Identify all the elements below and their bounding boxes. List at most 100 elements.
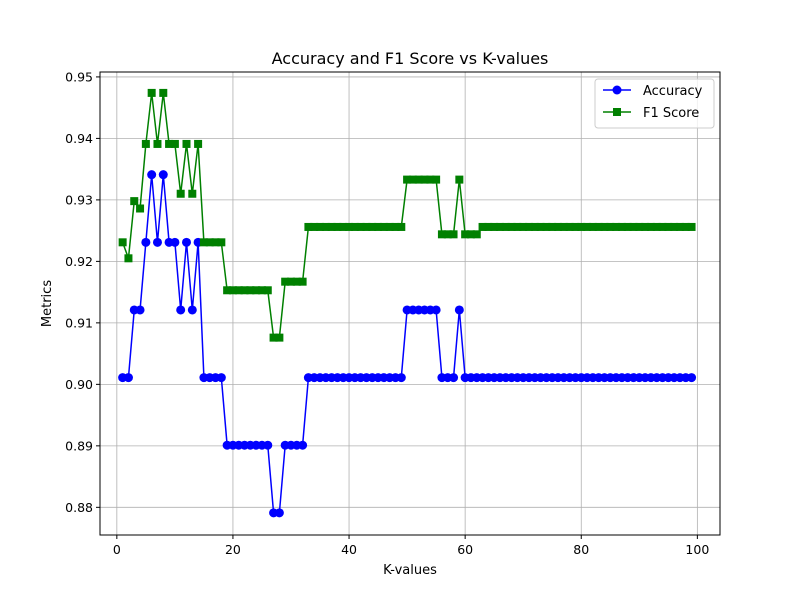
legend-accuracy-label: Accuracy (643, 84, 703, 99)
f1-score-point (234, 286, 243, 295)
f1-score-point (606, 222, 615, 231)
f1-score-point (327, 222, 336, 231)
f1-score-point (153, 139, 162, 148)
f1-score-point (159, 88, 168, 97)
x-axis-label: K-values (383, 563, 437, 578)
f1-score-point (176, 189, 185, 198)
f1-score-point (635, 222, 644, 231)
x-axis: 0 20 40 60 80 100 (113, 535, 709, 557)
f1-score-point (333, 222, 342, 231)
f1-score-point (368, 222, 377, 231)
f1-score-point (397, 222, 406, 231)
f1-score-point (362, 222, 371, 231)
f1-score-point (408, 175, 417, 184)
f1-score-point (217, 238, 226, 247)
accuracy-point (158, 170, 168, 180)
series-layer (118, 88, 697, 518)
f1-score-point (275, 333, 284, 342)
f1-score-point (286, 277, 295, 286)
x-tick-label: 60 (457, 542, 473, 557)
f1-score-point (252, 286, 261, 295)
accuracy-point (274, 508, 284, 518)
accuracy-point (170, 237, 180, 247)
f1-score-point (391, 222, 400, 231)
f1-score-point (646, 222, 655, 231)
accuracy-point (396, 373, 406, 383)
f1-score-point (310, 222, 319, 231)
f1-score-point (554, 222, 563, 231)
f1-score-point (513, 222, 522, 231)
f1-score-point (420, 175, 429, 184)
y-tick-label: 0.93 (65, 192, 93, 207)
y-tick-label: 0.88 (65, 500, 93, 515)
accuracy-point (152, 237, 162, 247)
accuracy-point (181, 237, 191, 247)
f1-score-point (629, 222, 638, 231)
f1-score-point (583, 222, 592, 231)
legend-box (594, 78, 715, 129)
f1-score-point (223, 286, 232, 295)
f1-score-point (240, 286, 249, 295)
f1-score-point (670, 222, 679, 231)
f1-score-point (437, 230, 446, 239)
f1-score-point (130, 197, 139, 206)
f1-score-point (345, 222, 354, 231)
f1-score-point (292, 277, 301, 286)
plot-frame (99, 71, 721, 536)
f1-score-point (147, 88, 156, 97)
legend: Accuracy F1 Score (594, 78, 715, 129)
accuracy-point (176, 305, 186, 315)
f1-score-point (652, 222, 661, 231)
f1-score-point (600, 222, 609, 231)
accuracy-point (298, 440, 308, 450)
f1-score-point (118, 238, 127, 247)
f1-score-point (379, 222, 388, 231)
y-tick-label: 0.90 (65, 377, 93, 392)
legend-accuracy-marker (612, 85, 622, 95)
f1-score-point (403, 175, 412, 184)
f1-score-point (565, 222, 574, 231)
f1-score-point (205, 238, 214, 247)
f1-score-point (548, 222, 557, 231)
y-axis-label: Metrics (40, 280, 55, 327)
f1-score-point (443, 230, 452, 239)
f1-score-point (623, 222, 632, 231)
legend-f1-marker (613, 108, 621, 116)
f1-score-point (449, 230, 458, 239)
f1-score-point (199, 238, 208, 247)
f1-score-point (246, 286, 255, 295)
x-tick-label: 0 (113, 542, 121, 557)
y-tick-label: 0.95 (65, 69, 93, 84)
f1-score-point (304, 222, 313, 231)
f1-score-point (194, 139, 203, 148)
accuracy-point (263, 440, 273, 450)
f1-score-point (257, 286, 266, 295)
f1-score-point (507, 222, 516, 231)
f1-score-point (478, 222, 487, 231)
f1-score-point (374, 222, 383, 231)
x-tick-label: 40 (341, 542, 357, 557)
accuracy-point (123, 373, 133, 383)
f1-score-point (432, 175, 441, 184)
f1-score-point (228, 286, 237, 295)
f1-score-point (664, 222, 673, 231)
f1-score-point (577, 222, 586, 231)
f1-score-point (472, 230, 481, 239)
accuracy-point (431, 305, 441, 315)
f1-score-point (356, 222, 365, 231)
f1-score-point (675, 222, 684, 231)
f1-score-point (385, 222, 394, 231)
f1-score-point (588, 222, 597, 231)
accuracy-point (216, 373, 226, 383)
chart-title: Accuracy and F1 Score vs K-values (272, 49, 549, 68)
f1-score-point (536, 222, 545, 231)
f1-score-point (350, 222, 359, 231)
f1-score-point (455, 175, 464, 184)
accuracy-point (449, 373, 459, 383)
y-axis: 0.88 0.89 0.90 0.91 0.92 0.93 0.94 0.95 (65, 69, 100, 515)
accuracy-point (454, 305, 464, 315)
f1-score-point (501, 222, 510, 231)
f1-score-point (495, 222, 504, 231)
f1-score-point (136, 204, 145, 213)
f1-score-point (170, 139, 179, 148)
